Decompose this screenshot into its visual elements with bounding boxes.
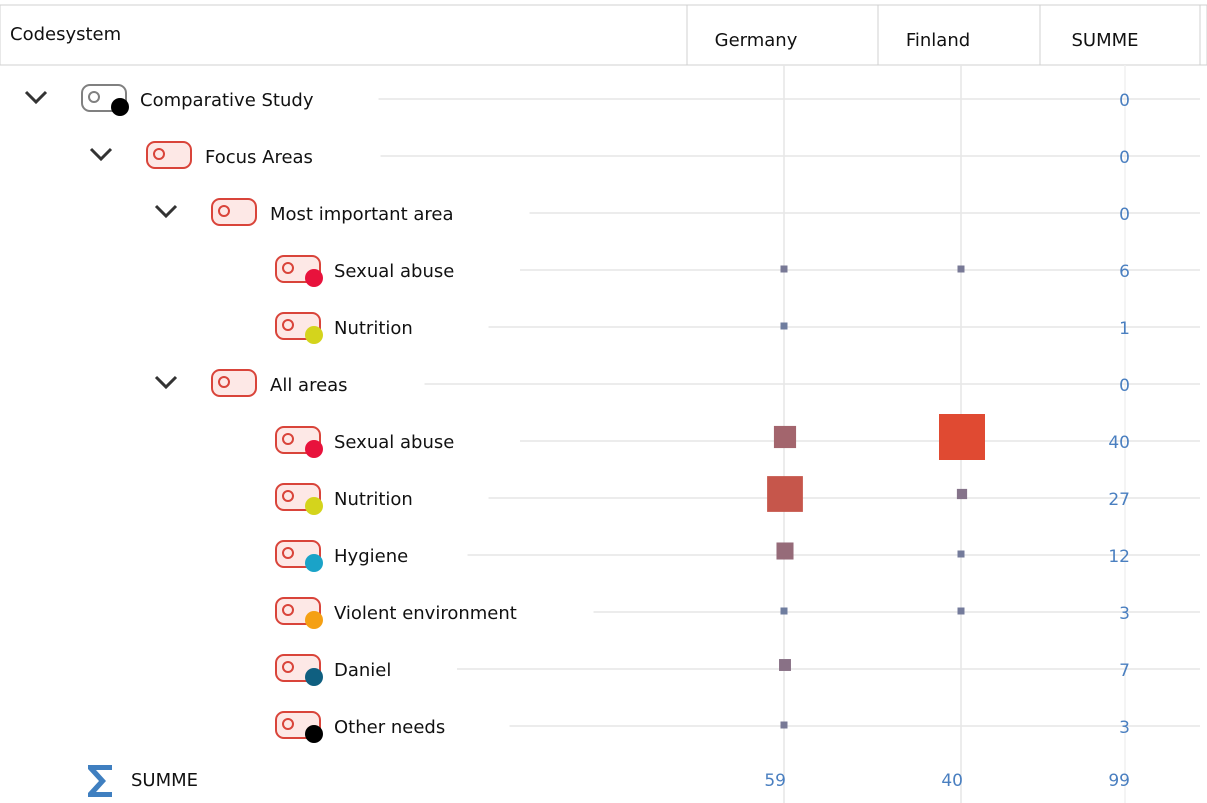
- row-sum: 27: [1108, 490, 1130, 510]
- frequency-square: [779, 659, 791, 671]
- expand-chevron[interactable]: [24, 90, 48, 105]
- code-color-dot: [305, 440, 323, 458]
- code-icon-ring: [218, 376, 230, 388]
- code-icon-ring: [282, 718, 294, 730]
- frequency-square: [956, 488, 968, 500]
- frequency-square: [957, 550, 965, 558]
- code-icon-ring: [218, 205, 230, 217]
- header-column[interactable]: Finland: [906, 30, 970, 51]
- code-label[interactable]: Hygiene: [334, 546, 408, 567]
- frequency-square: [780, 322, 788, 330]
- code-icon-ring: [282, 319, 294, 331]
- header-bar: [0, 4, 1207, 66]
- expand-chevron[interactable]: [154, 375, 178, 390]
- header-codesystem[interactable]: Codesystem: [10, 24, 121, 45]
- code-label[interactable]: Sexual abuse: [334, 432, 454, 453]
- code-label[interactable]: Daniel: [334, 660, 391, 681]
- code-label[interactable]: Violent environment: [334, 603, 517, 624]
- code-icon-ring: [153, 148, 165, 160]
- total-cell: 40: [941, 771, 963, 791]
- code-icon-ring: [282, 547, 294, 559]
- code-color-dot: [305, 611, 323, 629]
- total-sum: 99: [1108, 771, 1130, 791]
- code-label[interactable]: Comparative Study: [140, 90, 314, 111]
- code-icon-ring: [282, 604, 294, 616]
- code-icon-ring: [88, 91, 100, 103]
- code-color-dot: [305, 497, 323, 515]
- code-label[interactable]: Nutrition: [334, 318, 413, 339]
- code-label[interactable]: Focus Areas: [205, 147, 313, 168]
- code-label[interactable]: Other needs: [334, 717, 445, 738]
- frequency-square: [957, 265, 965, 273]
- expand-chevron[interactable]: [89, 147, 113, 162]
- code-icon-ring: [282, 490, 294, 502]
- code-icon-ring: [282, 433, 294, 445]
- code-label[interactable]: Sexual abuse: [334, 261, 454, 282]
- code-color-dot: [305, 269, 323, 287]
- frequency-square: [773, 425, 797, 449]
- header-column[interactable]: Germany: [715, 30, 798, 51]
- code-color-dot: [305, 668, 323, 686]
- row-sum: 40: [1108, 433, 1130, 453]
- row-sum: 3: [1119, 718, 1130, 738]
- row-sum: 12: [1108, 547, 1130, 567]
- frequency-square: [780, 265, 788, 273]
- rows: Comparative Study 0 Focus Areas 0 Most impor…: [24, 84, 1200, 743]
- code-color-dot: [305, 554, 323, 572]
- code-icon-ring: [282, 262, 294, 274]
- code-label[interactable]: Most important area: [270, 204, 454, 225]
- code-color-dot: [111, 98, 129, 116]
- frequency-square: [767, 476, 803, 512]
- row-sum: 0: [1119, 376, 1130, 396]
- expand-chevron[interactable]: [154, 204, 178, 219]
- code-label[interactable]: Nutrition: [334, 489, 413, 510]
- frequency-square: [957, 607, 965, 615]
- row-sum: 6: [1119, 262, 1130, 282]
- frequency-square: [780, 721, 788, 729]
- header-column[interactable]: SUMME: [1071, 30, 1138, 51]
- code-label[interactable]: All areas: [270, 375, 348, 396]
- total-label: SUMME: [131, 770, 198, 791]
- code-color-dot: [305, 725, 323, 743]
- frequency-square: [780, 607, 788, 615]
- sum-icon: [88, 765, 112, 797]
- row-sum: 3: [1119, 604, 1130, 624]
- row-sum: 7: [1119, 661, 1130, 681]
- row-sum: 0: [1119, 148, 1130, 168]
- row-sum: 0: [1119, 91, 1130, 111]
- row-sum: 0: [1119, 205, 1130, 225]
- code-icon-ring: [282, 661, 294, 673]
- frequency-square: [939, 414, 985, 460]
- total-cell: 59: [764, 771, 786, 791]
- row-sum: 1: [1119, 319, 1130, 339]
- code-color-dot: [305, 326, 323, 344]
- frequency-square: [776, 542, 794, 560]
